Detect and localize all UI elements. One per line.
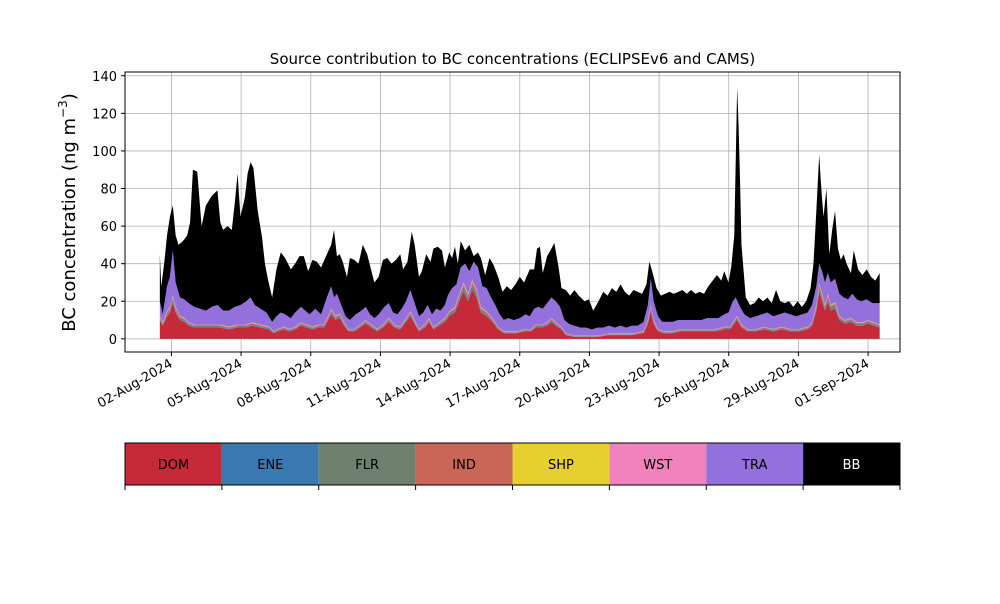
legend-label-ene: ENE bbox=[257, 458, 283, 473]
x-tick-label: 01-Sep-2024 bbox=[792, 356, 872, 411]
x-tick-label: 08-Aug-2024 bbox=[234, 356, 314, 411]
legend-label-tra: TRA bbox=[741, 458, 767, 473]
x-tick-label: 26-Aug-2024 bbox=[652, 356, 732, 411]
y-axis-label: BC concentration (ng m−3) bbox=[56, 93, 80, 332]
x-tick-label: 02-Aug-2024 bbox=[95, 356, 175, 411]
x-tick-label: 20-Aug-2024 bbox=[513, 356, 593, 411]
x-axis-ticks: 02-Aug-202405-Aug-202408-Aug-202411-Aug-… bbox=[95, 352, 872, 412]
x-tick-label: 23-Aug-2024 bbox=[583, 356, 663, 411]
y-tick-label: 0 bbox=[109, 333, 117, 348]
area-dom bbox=[159, 289, 880, 339]
area-bb bbox=[159, 87, 880, 330]
area-tra bbox=[159, 250, 880, 336]
x-tick-label: 11-Aug-2024 bbox=[304, 356, 384, 411]
x-tick-label: 05-Aug-2024 bbox=[165, 356, 245, 411]
legend-swatch-wst bbox=[609, 443, 707, 485]
x-tick-label: 14-Aug-2024 bbox=[374, 356, 454, 411]
legend-label-ind: IND bbox=[452, 458, 476, 473]
y-axis-label-main: BC concentration (ng m bbox=[59, 118, 80, 332]
x-tick-label: 29-Aug-2024 bbox=[722, 356, 802, 411]
plot-area: 0 20 40 60 80 100 120 140 02-Aug-202405-Aug-2024… bbox=[92, 70, 901, 412]
legend-swatch-dom bbox=[125, 443, 222, 485]
y-tick-label: 40 bbox=[100, 258, 117, 273]
axes-frame bbox=[124, 71, 901, 353]
y-axis-label-close: ) bbox=[59, 93, 80, 100]
y-tick-label: 100 bbox=[92, 145, 117, 160]
y-tick-label: 140 bbox=[92, 70, 117, 85]
x-tick-label: 17-Aug-2024 bbox=[443, 356, 523, 411]
source-legend: DOM ENE FLR IND SHP WST TRA BB bbox=[124, 442, 901, 490]
legend-label-dom: DOM bbox=[158, 458, 189, 473]
y-tick-label: 20 bbox=[100, 295, 117, 310]
legend-swatch-bb bbox=[803, 443, 900, 485]
y-tick-label: 80 bbox=[100, 183, 117, 198]
chart-title: Source contribution to BC concentrations… bbox=[270, 50, 755, 68]
legend-swatch-shp bbox=[512, 443, 610, 485]
y-axis-label-superscript: −3 bbox=[56, 100, 70, 118]
legend-swatch-tra bbox=[706, 443, 804, 485]
y-tick-label: 120 bbox=[92, 107, 117, 122]
legend-label-bb: BB bbox=[843, 458, 861, 473]
legend-label-wst: WST bbox=[643, 458, 672, 473]
legend-label-shp: SHP bbox=[548, 458, 574, 473]
legend-swatch-ene bbox=[221, 443, 319, 485]
legend-swatch-ind bbox=[415, 443, 513, 485]
legend-label-flr: FLR bbox=[355, 458, 379, 473]
legend-swatch-flr bbox=[318, 443, 416, 485]
stacked-areas bbox=[159, 87, 880, 339]
y-axis-ticks: 0 20 40 60 80 100 120 140 bbox=[92, 70, 125, 348]
y-tick-label: 60 bbox=[100, 220, 117, 235]
